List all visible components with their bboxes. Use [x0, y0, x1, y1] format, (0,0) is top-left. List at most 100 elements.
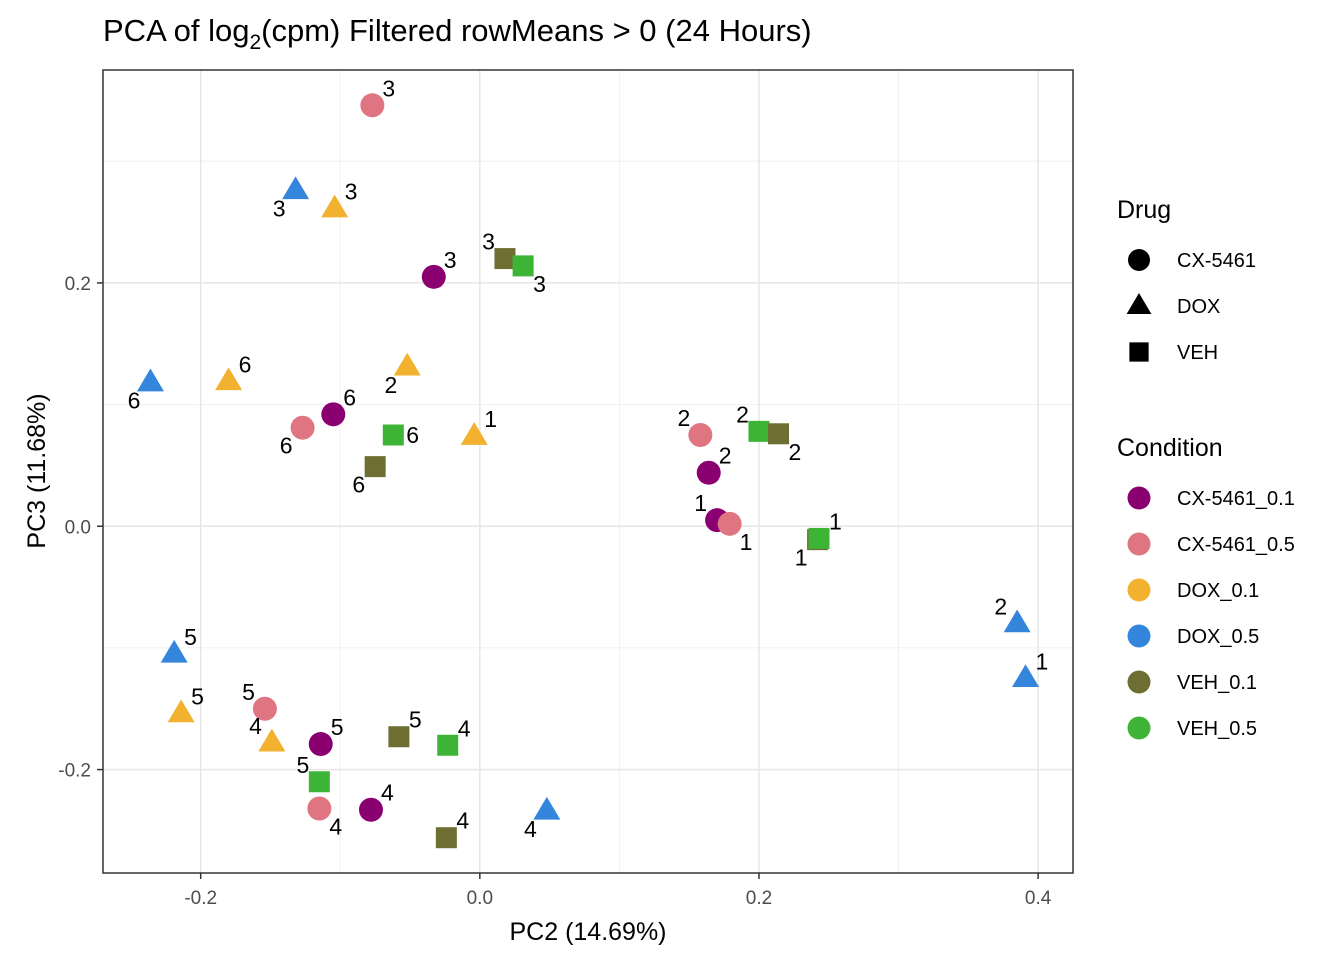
point-label: 2 — [736, 401, 749, 427]
point-label: 6 — [280, 433, 293, 459]
point-label: 1 — [484, 406, 497, 432]
chart-title-rest: (cpm) Filtered rowMeans > 0 (24 Hours) — [261, 13, 811, 48]
point-label: 5 — [184, 624, 197, 650]
data-point — [437, 734, 459, 756]
y-tick-label: 0.2 — [65, 274, 91, 295]
data-point — [494, 248, 516, 270]
legend-condition-label: DOX_0.5 — [1177, 626, 1259, 648]
data-point — [435, 827, 457, 849]
axis-ticks: -0.2 0.0 0.2 0.4 -0.2 0.0 0.2 — [58, 274, 1051, 909]
point-label: 1 — [1036, 648, 1049, 674]
grid — [103, 70, 1073, 873]
data-point — [748, 420, 770, 442]
point-label: 5 — [191, 684, 204, 710]
point-label: 5 — [297, 752, 310, 778]
legend-condition-key — [1127, 670, 1151, 694]
data-point — [696, 460, 721, 485]
legend-drug-key — [1129, 342, 1149, 362]
point-label: 3 — [444, 247, 457, 273]
data-point — [160, 639, 188, 663]
point-label: 3 — [382, 75, 395, 101]
data-point — [460, 422, 488, 445]
data-point — [358, 797, 383, 822]
data-point — [360, 93, 385, 118]
panel-border — [102, 69, 1074, 874]
data-point — [252, 696, 277, 721]
chart-title: PCA of log2(cpm) Filtered rowMeans > 0 (… — [103, 13, 812, 54]
data-point — [307, 796, 332, 821]
point-label: 5 — [242, 679, 255, 705]
legend-condition-key — [1127, 532, 1151, 556]
data-point — [290, 415, 315, 440]
point-label: 6 — [343, 384, 356, 410]
point-label: 4 — [458, 715, 471, 741]
data-point — [136, 368, 164, 392]
point-label: 3 — [533, 271, 546, 297]
data-point — [321, 194, 349, 218]
point-label: 6 — [406, 422, 419, 448]
point-label: 2 — [994, 594, 1007, 620]
legend-condition-key — [1127, 578, 1151, 602]
point-label: 4 — [381, 780, 394, 806]
point-label: 2 — [789, 439, 802, 465]
point-label: 3 — [482, 229, 495, 255]
legend-condition-label: VEH_0.1 — [1177, 672, 1257, 694]
point-label: 6 — [239, 351, 252, 377]
legend-drug-key — [1126, 293, 1152, 314]
data-point — [512, 255, 534, 277]
point-label: 1 — [740, 529, 753, 555]
point-label: 3 — [273, 195, 286, 221]
x-tick-label: 0.4 — [1025, 888, 1052, 909]
legend-condition-title: Condition — [1117, 434, 1223, 462]
legend-condition: Condition CX-5461_0.1 CX-5461_0.5 DOX_0.1 D… — [1117, 434, 1295, 740]
point-label: 4 — [524, 816, 537, 842]
y-tick-label: -0.2 — [58, 761, 91, 782]
legend-condition-key — [1127, 624, 1151, 648]
data-points — [136, 93, 1040, 849]
x-tick-label: -0.2 — [184, 888, 217, 909]
data-point — [282, 176, 310, 200]
y-tick-label: 0.0 — [65, 517, 91, 538]
data-point — [421, 264, 446, 289]
data-point — [308, 771, 330, 793]
chart-title-main: PCA of log — [103, 13, 249, 48]
legend-drug-label: DOX — [1177, 296, 1220, 318]
point-label: 3 — [345, 179, 358, 205]
legend-drug-key — [1128, 249, 1150, 271]
point-label: 1 — [829, 508, 842, 534]
point-label: 1 — [694, 490, 707, 516]
legend-condition-label: CX-5461_0.1 — [1177, 488, 1295, 510]
chart-title-subscript: 2 — [249, 31, 261, 54]
data-point — [717, 511, 742, 536]
data-point — [167, 699, 195, 723]
point-label: 5 — [409, 707, 422, 733]
data-point — [1003, 609, 1031, 633]
data-point — [308, 732, 333, 757]
y-axis-title: PC3 (11.68%) — [23, 393, 51, 548]
point-label: 6 — [128, 388, 141, 414]
data-point — [382, 424, 404, 446]
point-label: 2 — [678, 405, 691, 431]
point-label: 1 — [795, 545, 808, 571]
data-point — [388, 726, 410, 748]
point-label: 2 — [719, 443, 732, 469]
legend-drug-label: VEH — [1177, 342, 1218, 364]
x-axis-title: PC2 (14.69%) — [509, 918, 666, 946]
point-label: 2 — [384, 372, 397, 398]
point-label: 4 — [456, 808, 469, 834]
legend-condition-label: DOX_0.1 — [1177, 580, 1259, 602]
legend-condition-key — [1127, 486, 1151, 510]
data-point — [364, 456, 386, 478]
data-point — [215, 367, 243, 391]
data-point — [1012, 664, 1040, 687]
data-point — [768, 423, 790, 445]
legend-drug: Drug CX-5461 DOX VEH — [1117, 196, 1256, 364]
data-point — [393, 352, 421, 376]
data-point — [533, 796, 561, 820]
legend-condition-label: CX-5461_0.5 — [1177, 534, 1295, 556]
point-label: 4 — [329, 814, 342, 840]
x-tick-label: 0.0 — [467, 888, 493, 909]
